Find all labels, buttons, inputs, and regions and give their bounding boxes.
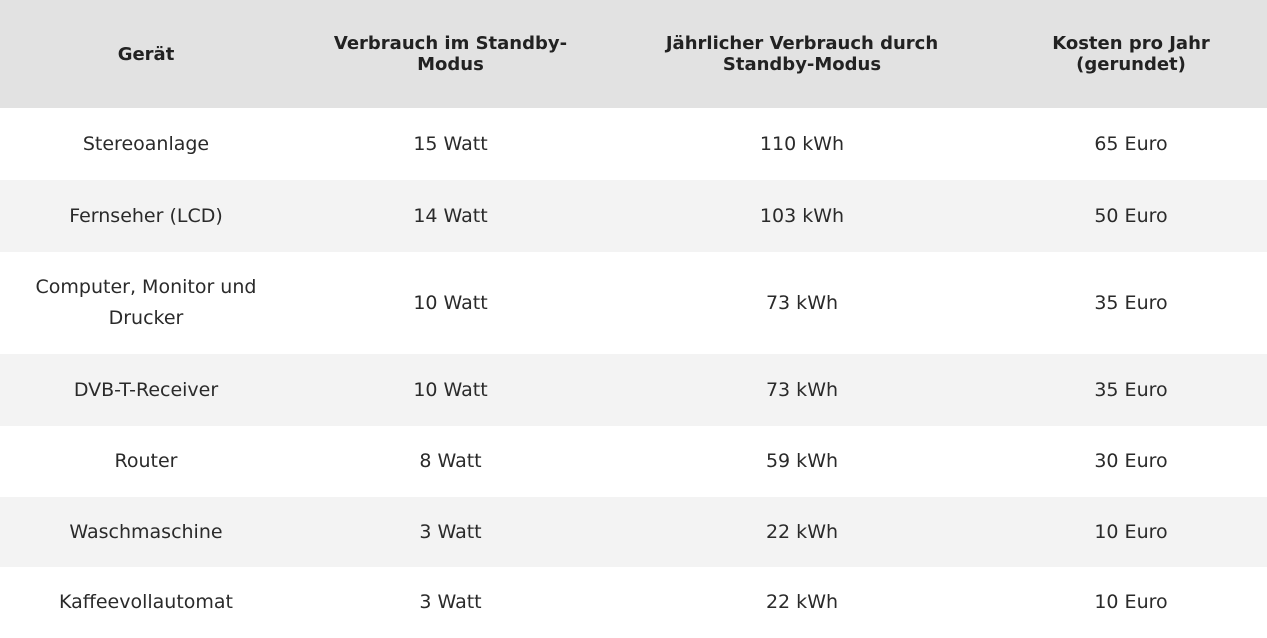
cell-annual-cost: 65 Euro <box>1094 132 1168 155</box>
cell-annual-cost: 10 Euro <box>1094 591 1168 613</box>
cell-standby-power: 10 Watt <box>413 291 488 314</box>
table-row: Router 8 Watt 59 kWh 30 Euro <box>0 426 1267 497</box>
cell-annual-cost: 30 Euro <box>1094 450 1168 472</box>
cell-annual-consumption: 73 kWh <box>765 291 839 314</box>
cell-annual-consumption: 73 kWh <box>765 378 839 401</box>
cell-standby-power: 8 Watt <box>419 450 482 472</box>
cell-device: Computer, Monitor und Drucker <box>35 276 257 329</box>
header-row: Gerät Verbrauch im Standby-Modus Jährlic… <box>0 0 1267 108</box>
cell-annual-consumption: 110 kWh <box>759 132 845 155</box>
cell-standby-power: 14 Watt <box>413 204 488 227</box>
header-geraet: Gerät <box>117 43 175 65</box>
cell-annual-cost: 10 Euro <box>1094 520 1168 543</box>
cell-annual-consumption: 59 kWh <box>765 450 839 472</box>
cell-annual-consumption: 22 kWh <box>765 520 839 543</box>
table-body: Stereoanlage 15 Watt 110 kWh 65 Euro Fer… <box>0 108 1267 638</box>
table-row: Kaffeevollautomat 3 Watt 22 kWh 10 Euro <box>0 567 1267 638</box>
cell-annual-consumption: 103 kWh <box>759 204 845 227</box>
cell-standby-power: 10 Watt <box>413 378 488 401</box>
header-kosten-pro-jahr: Kosten pro Jahr (gerundet) <box>1052 33 1210 75</box>
cell-standby-power: 15 Watt <box>413 132 488 155</box>
cell-annual-cost: 50 Euro <box>1094 204 1168 227</box>
header-jaehrlicher-verbrauch: Jährlicher Verbrauch durch Standby-Modus <box>665 33 939 75</box>
cell-standby-power: 3 Watt <box>419 520 482 543</box>
table-row: Computer, Monitor und Drucker 10 Watt 73… <box>0 252 1267 354</box>
table-row: DVB-T-Receiver 10 Watt 73 kWh 35 Euro <box>0 354 1267 426</box>
cell-device: Waschmaschine <box>69 520 223 543</box>
cell-annual-cost: 35 Euro <box>1094 378 1168 401</box>
table-row: Waschmaschine 3 Watt 22 kWh 10 Euro <box>0 497 1267 567</box>
table-row: Stereoanlage 15 Watt 110 kWh 65 Euro <box>0 108 1267 180</box>
cell-device: Stereoanlage <box>82 132 210 155</box>
cell-device: Fernseher (LCD) <box>69 204 223 227</box>
cell-annual-cost: 35 Euro <box>1094 291 1168 314</box>
cell-annual-consumption: 22 kWh <box>765 591 839 613</box>
table-header: Gerät Verbrauch im Standby-Modus Jährlic… <box>0 0 1267 108</box>
cell-standby-power: 3 Watt <box>419 591 482 613</box>
cell-device: DVB-T-Receiver <box>73 378 219 401</box>
cell-device: Kaffeevollautomat <box>58 591 234 613</box>
header-verbrauch-standby: Verbrauch im Standby-Modus <box>333 33 568 75</box>
cell-device: Router <box>114 450 178 472</box>
table-row: Fernseher (LCD) 14 Watt 103 kWh 50 Euro <box>0 180 1267 252</box>
